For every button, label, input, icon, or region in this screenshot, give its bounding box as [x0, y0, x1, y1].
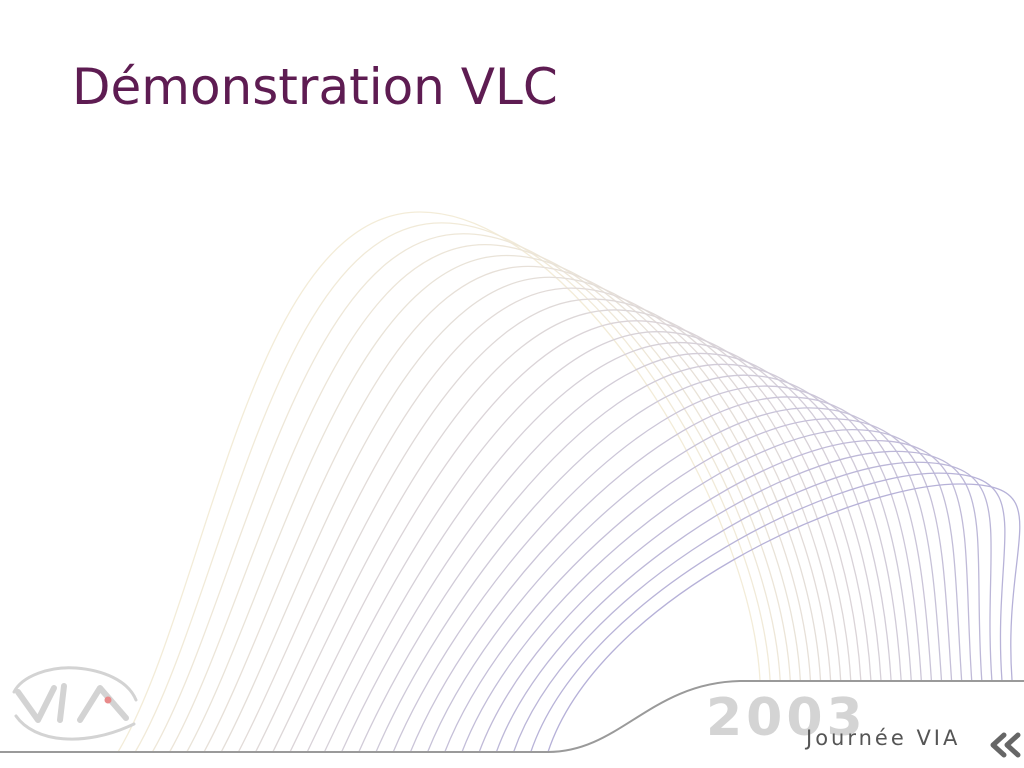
wave-line	[444, 418, 953, 753]
wave-line	[255, 298, 842, 753]
slide-title: Démonstration VLC	[72, 58, 558, 116]
wave-line	[237, 287, 832, 753]
footer-year: 2003	[706, 688, 867, 748]
wave-line	[220, 276, 822, 753]
footer-event-name: Journée VIA	[806, 726, 961, 750]
wave-line	[512, 461, 993, 753]
via-logo	[12, 666, 138, 741]
wave-line	[495, 450, 983, 753]
wave-line	[341, 352, 892, 753]
wave-line	[289, 320, 862, 753]
wave-line	[478, 439, 973, 753]
double-chevron-left-icon[interactable]	[988, 732, 1022, 758]
wave-line	[530, 472, 1006, 753]
wave-line	[426, 407, 943, 753]
wave-line	[461, 428, 963, 753]
wave-line	[409, 396, 933, 753]
wave-line	[169, 243, 791, 753]
wave-line	[375, 374, 912, 753]
wave-line	[151, 233, 781, 753]
wave-line	[272, 309, 852, 753]
wave-line	[117, 211, 761, 753]
footer-baseline	[0, 680, 1024, 753]
wave-line	[134, 222, 771, 753]
wave-line	[547, 483, 1021, 753]
wave-line	[203, 265, 812, 753]
wave-line	[323, 341, 882, 753]
wave-line	[186, 254, 801, 753]
wave-line	[358, 363, 902, 753]
wave-line	[306, 331, 872, 753]
wave-line	[392, 385, 922, 753]
